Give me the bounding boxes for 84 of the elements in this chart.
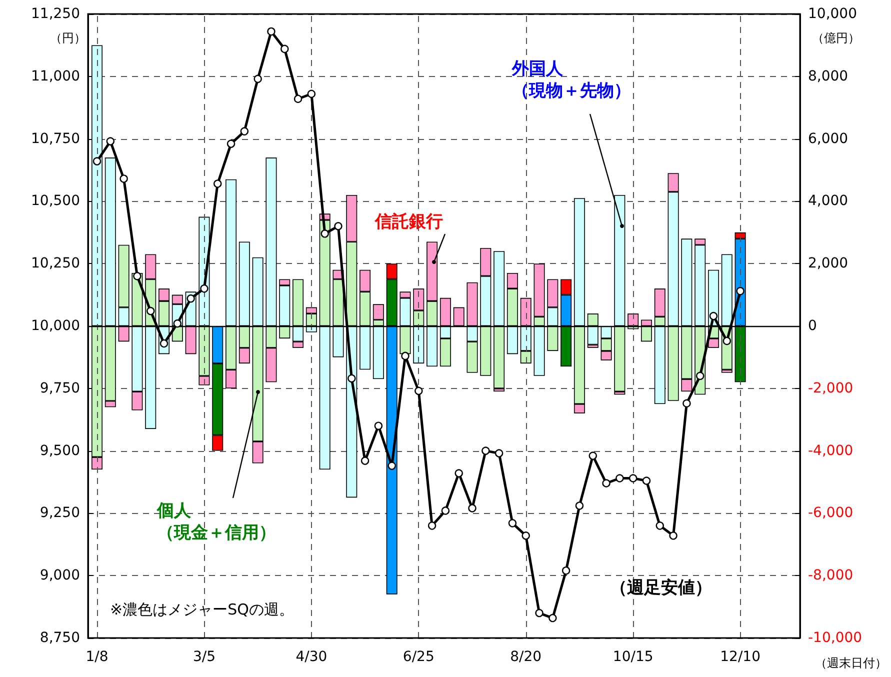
y-tick-label: 9,500 [40,442,80,459]
point [348,374,356,383]
point [696,372,704,380]
point [722,336,731,346]
x-tick-label: 3/5 [192,649,216,665]
point [106,137,115,146]
point [214,180,222,188]
point [616,474,624,482]
x-axis-title: （週末日付） [815,656,887,670]
text: 個人（現金＋信用） [156,501,276,543]
point [388,462,396,470]
text: 外国人（現物＋先物） [511,59,631,101]
y2-tick-label: -8,000 [808,568,854,584]
point [254,74,262,83]
point [669,532,678,540]
point [307,90,316,98]
y-tick-label: 11,250 [31,6,80,22]
y-tick-label: 9,750 [40,380,80,396]
x-tick-label: 12/10 [720,649,760,665]
point [360,456,370,465]
y2-tick-label: 8,000 [808,68,848,84]
x-tick-label: 4/30 [296,649,328,665]
point [186,294,195,303]
y2-tick-label: -6,000 [808,505,854,522]
y-tick-label: 10,250 [31,256,80,272]
point [120,174,128,183]
y-tick-label: 9,250 [40,505,80,522]
point [173,319,182,328]
point [494,449,504,458]
point [642,476,651,485]
point [522,532,530,540]
point [401,352,410,360]
point [334,222,342,230]
point [374,422,383,430]
point [602,479,610,488]
point [294,94,302,103]
y2-axis-title: （億円） [812,31,860,45]
y-tick-label: 8,750 [40,630,80,646]
y2-tick-label: -10,000 [808,630,862,646]
point [535,608,544,618]
y-tick-label: 11,000 [31,68,80,84]
point [200,284,208,293]
series-label: 信託銀行 [374,212,443,232]
y-tick-label: 10,500 [31,193,80,210]
point [146,306,155,316]
x-tick-label: 1/8 [86,649,108,665]
point [468,504,476,512]
y2-tick-label: 4,000 [808,193,848,210]
point [482,446,490,455]
point [267,27,276,36]
x-tick-label: 10/15 [612,649,654,665]
y-tick-label: 10,000 [31,318,80,334]
point [682,399,691,408]
point [588,452,597,460]
x-tick-label: 8/20 [510,649,542,665]
y2-tick-label: 6,000 [808,130,848,147]
point [441,506,450,515]
point [575,502,584,510]
point [562,566,570,575]
point [628,474,638,482]
point [709,312,718,320]
point [414,386,423,395]
point [454,469,463,478]
y-tick-label: 9,000 [40,568,80,584]
point [508,519,517,528]
y-axis-title: （円） [50,31,86,45]
y-tick-label: 10,750 [31,130,80,147]
y2-tick-label: -4,000 [808,442,854,459]
y2-tick-label: 10,000 [808,6,857,22]
point [92,157,102,166]
text: （週足安値） [610,578,712,598]
point [736,286,744,296]
point [280,44,289,54]
point [240,127,249,136]
y2-tick-label: -2,000 [808,380,854,396]
point [226,140,236,148]
point [320,230,329,238]
point [133,272,142,280]
y2-tick-label: 2,000 [808,256,848,272]
point [656,522,664,530]
point [548,614,557,622]
point [428,522,436,530]
x-tick-label: 6/25 [402,649,434,665]
y2-tick-label: 0 [808,318,817,334]
